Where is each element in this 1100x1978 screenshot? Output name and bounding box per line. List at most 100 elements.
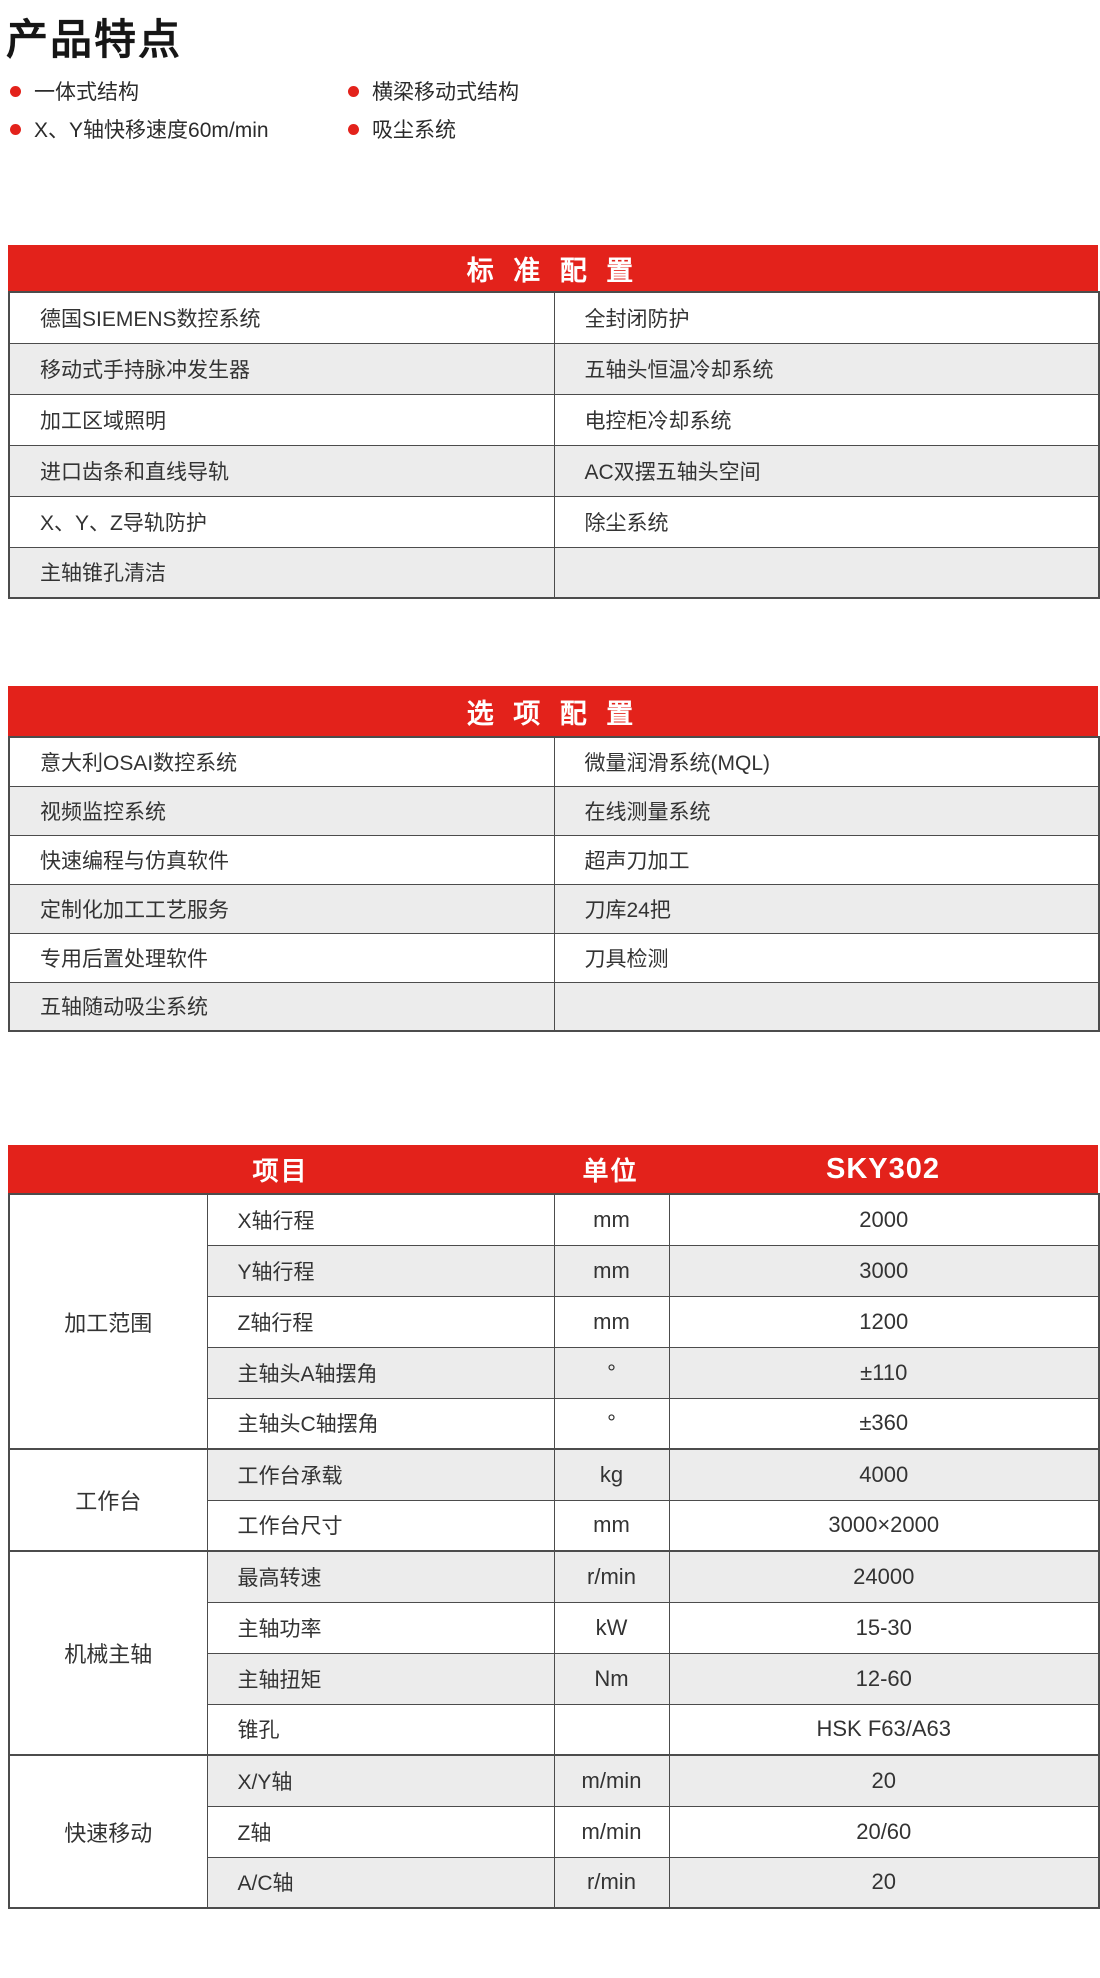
bullet-icon	[348, 123, 359, 135]
feature-item: 一体式结构	[10, 78, 139, 104]
item-cell: X轴行程	[206, 1193, 555, 1246]
value-cell: ±110	[668, 1346, 1100, 1399]
category-cell: 加工范围	[8, 1193, 208, 1450]
config-cell	[553, 981, 1100, 1032]
header-unit: 单位	[582, 1155, 639, 1186]
table-row: 机械主轴 最高转速 r/min 24000	[8, 1550, 1100, 1756]
table-row: 移动式手持脉冲发生器 五轴头恒温冷却系统	[8, 342, 1100, 395]
unit-cell: Nm	[553, 1652, 670, 1705]
table-row: 主轴锥孔清洁	[8, 546, 1100, 599]
item-cell: 工作台承载	[206, 1448, 555, 1501]
unit-cell: m/min	[553, 1754, 670, 1807]
config-cell: 视频监控系统	[8, 785, 555, 836]
config-cell: 加工区域照明	[8, 393, 555, 446]
value-cell: 20/60	[668, 1805, 1100, 1858]
config-cell: 在线测量系统	[553, 785, 1100, 836]
table-row: Y轴行程 mm 3000	[9, 1244, 1100, 1297]
table-row: 定制化加工工艺服务 刀库24把	[8, 883, 1100, 934]
item-cell: X/Y轴	[206, 1754, 555, 1807]
value-cell: HSK F63/A63	[668, 1703, 1100, 1756]
table-row: 意大利OSAI数控系统 微量润滑系统(MQL)	[8, 736, 1100, 787]
header-model: SKY302	[825, 1152, 940, 1185]
table-row: 主轴扭矩 Nm 12-60	[9, 1652, 1100, 1705]
config-cell: 进口齿条和直线导轨	[8, 444, 555, 497]
table-row: 快速编程与仿真软件 超声刀加工	[8, 834, 1100, 885]
item-cell: A/C轴	[206, 1856, 555, 1909]
optional-config-header: 选 项 配 置	[8, 686, 1098, 736]
value-cell: 12-60	[668, 1652, 1100, 1705]
bullet-icon	[10, 123, 21, 135]
value-cell: 20	[668, 1856, 1100, 1909]
feature-item: 横梁移动式结构	[348, 78, 519, 104]
config-cell: 意大利OSAI数控系统	[8, 736, 555, 787]
header-item: 项目	[252, 1155, 309, 1186]
config-cell	[553, 546, 1100, 599]
standard-config-table: 德国SIEMENS数控系统 全封闭防护 移动式手持脉冲发生器 五轴头恒温冷却系统…	[8, 291, 1100, 599]
unit-cell: r/min	[553, 1550, 670, 1603]
table-row: A/C轴 r/min 20	[9, 1856, 1100, 1909]
feature-item: 吸尘系统	[348, 116, 456, 142]
spec-section: 项目 单位 SKY302 加工范围 X轴行程 mm 2000 Y轴行程 mm 3…	[8, 1145, 1100, 1909]
unit-cell: mm	[553, 1193, 670, 1246]
category-cell: 工作台	[8, 1448, 208, 1552]
config-cell: 德国SIEMENS数控系统	[8, 291, 555, 344]
unit-cell: r/min	[553, 1856, 670, 1909]
table-row: 主轴功率 kW 15-30	[9, 1601, 1100, 1654]
spec-table: 加工范围 X轴行程 mm 2000 Y轴行程 mm 3000 Z轴行程 mm 1…	[8, 1193, 1100, 1909]
optional-config-table: 意大利OSAI数控系统 微量润滑系统(MQL) 视频监控系统 在线测量系统 快速…	[8, 736, 1100, 1032]
item-cell: Y轴行程	[206, 1244, 555, 1297]
item-cell: 锥孔	[206, 1703, 555, 1756]
value-cell: 4000	[668, 1448, 1100, 1501]
table-row: 视频监控系统 在线测量系统	[8, 785, 1100, 836]
category-cell: 快速移动	[8, 1754, 208, 1909]
standard-config-header: 标 准 配 置	[8, 245, 1098, 291]
bullet-icon	[10, 85, 21, 97]
config-cell: 刀具检测	[553, 932, 1100, 983]
value-cell: 15-30	[668, 1601, 1100, 1654]
config-cell: 全封闭防护	[553, 291, 1100, 344]
config-cell: 刀库24把	[553, 883, 1100, 934]
config-cell: 移动式手持脉冲发生器	[8, 342, 555, 395]
table-row: 工作台 工作台承载 kg 4000	[8, 1448, 1100, 1552]
table-row: X、Y、Z导轨防护 除尘系统	[8, 495, 1100, 548]
page-title: 产品特点	[6, 16, 183, 63]
config-cell: 超声刀加工	[553, 834, 1100, 885]
feature-label: X、Y轴快移速度60m/min	[34, 119, 269, 142]
table-row: 工作台尺寸 mm 3000×2000	[9, 1499, 1100, 1552]
feature-label: 横梁移动式结构	[372, 81, 519, 104]
value-cell: ±360	[668, 1397, 1100, 1450]
config-cell: 定制化加工工艺服务	[8, 883, 555, 934]
unit-cell: °	[553, 1397, 670, 1450]
item-cell: Z轴	[206, 1805, 555, 1858]
unit-cell: kg	[553, 1448, 670, 1501]
value-cell: 20	[668, 1754, 1100, 1807]
config-cell: X、Y、Z导轨防护	[8, 495, 555, 548]
category-cell: 机械主轴	[8, 1550, 208, 1756]
spec-table-header: 项目 单位 SKY302	[8, 1145, 1098, 1193]
unit-cell: m/min	[553, 1805, 670, 1858]
item-cell: 最高转速	[206, 1550, 555, 1603]
feature-list: 一体式结构 X、Y轴快移速度60m/min 横梁移动式结构 吸尘系统	[10, 78, 1090, 158]
standard-config-section: 标 准 配 置 德国SIEMENS数控系统 全封闭防护 移动式手持脉冲发生器 五…	[8, 245, 1100, 599]
config-cell: 五轴随动吸尘系统	[8, 981, 555, 1032]
table-row: 德国SIEMENS数控系统 全封闭防护	[8, 291, 1100, 344]
table-row: 快速移动 X/Y轴 m/min 20	[8, 1754, 1100, 1909]
config-cell: 五轴头恒温冷却系统	[553, 342, 1100, 395]
unit-cell	[553, 1703, 670, 1756]
config-cell: AC双摆五轴头空间	[553, 444, 1100, 497]
table-row: 主轴头C轴摆角 ° ±360	[9, 1397, 1100, 1450]
table-row: 加工区域照明 电控柜冷却系统	[8, 393, 1100, 446]
unit-cell: °	[553, 1346, 670, 1399]
feature-item: X、Y轴快移速度60m/min	[10, 116, 269, 142]
config-cell: 快速编程与仿真软件	[8, 834, 555, 885]
unit-cell: mm	[553, 1244, 670, 1297]
item-cell: 主轴头C轴摆角	[206, 1397, 555, 1450]
config-cell: 主轴锥孔清洁	[8, 546, 555, 599]
value-cell: 1200	[668, 1295, 1100, 1348]
bullet-icon	[348, 85, 359, 97]
table-row: 五轴随动吸尘系统	[8, 981, 1100, 1032]
value-cell: 3000	[668, 1244, 1100, 1297]
table-row: Z轴行程 mm 1200	[9, 1295, 1100, 1348]
config-cell: 电控柜冷却系统	[553, 393, 1100, 446]
